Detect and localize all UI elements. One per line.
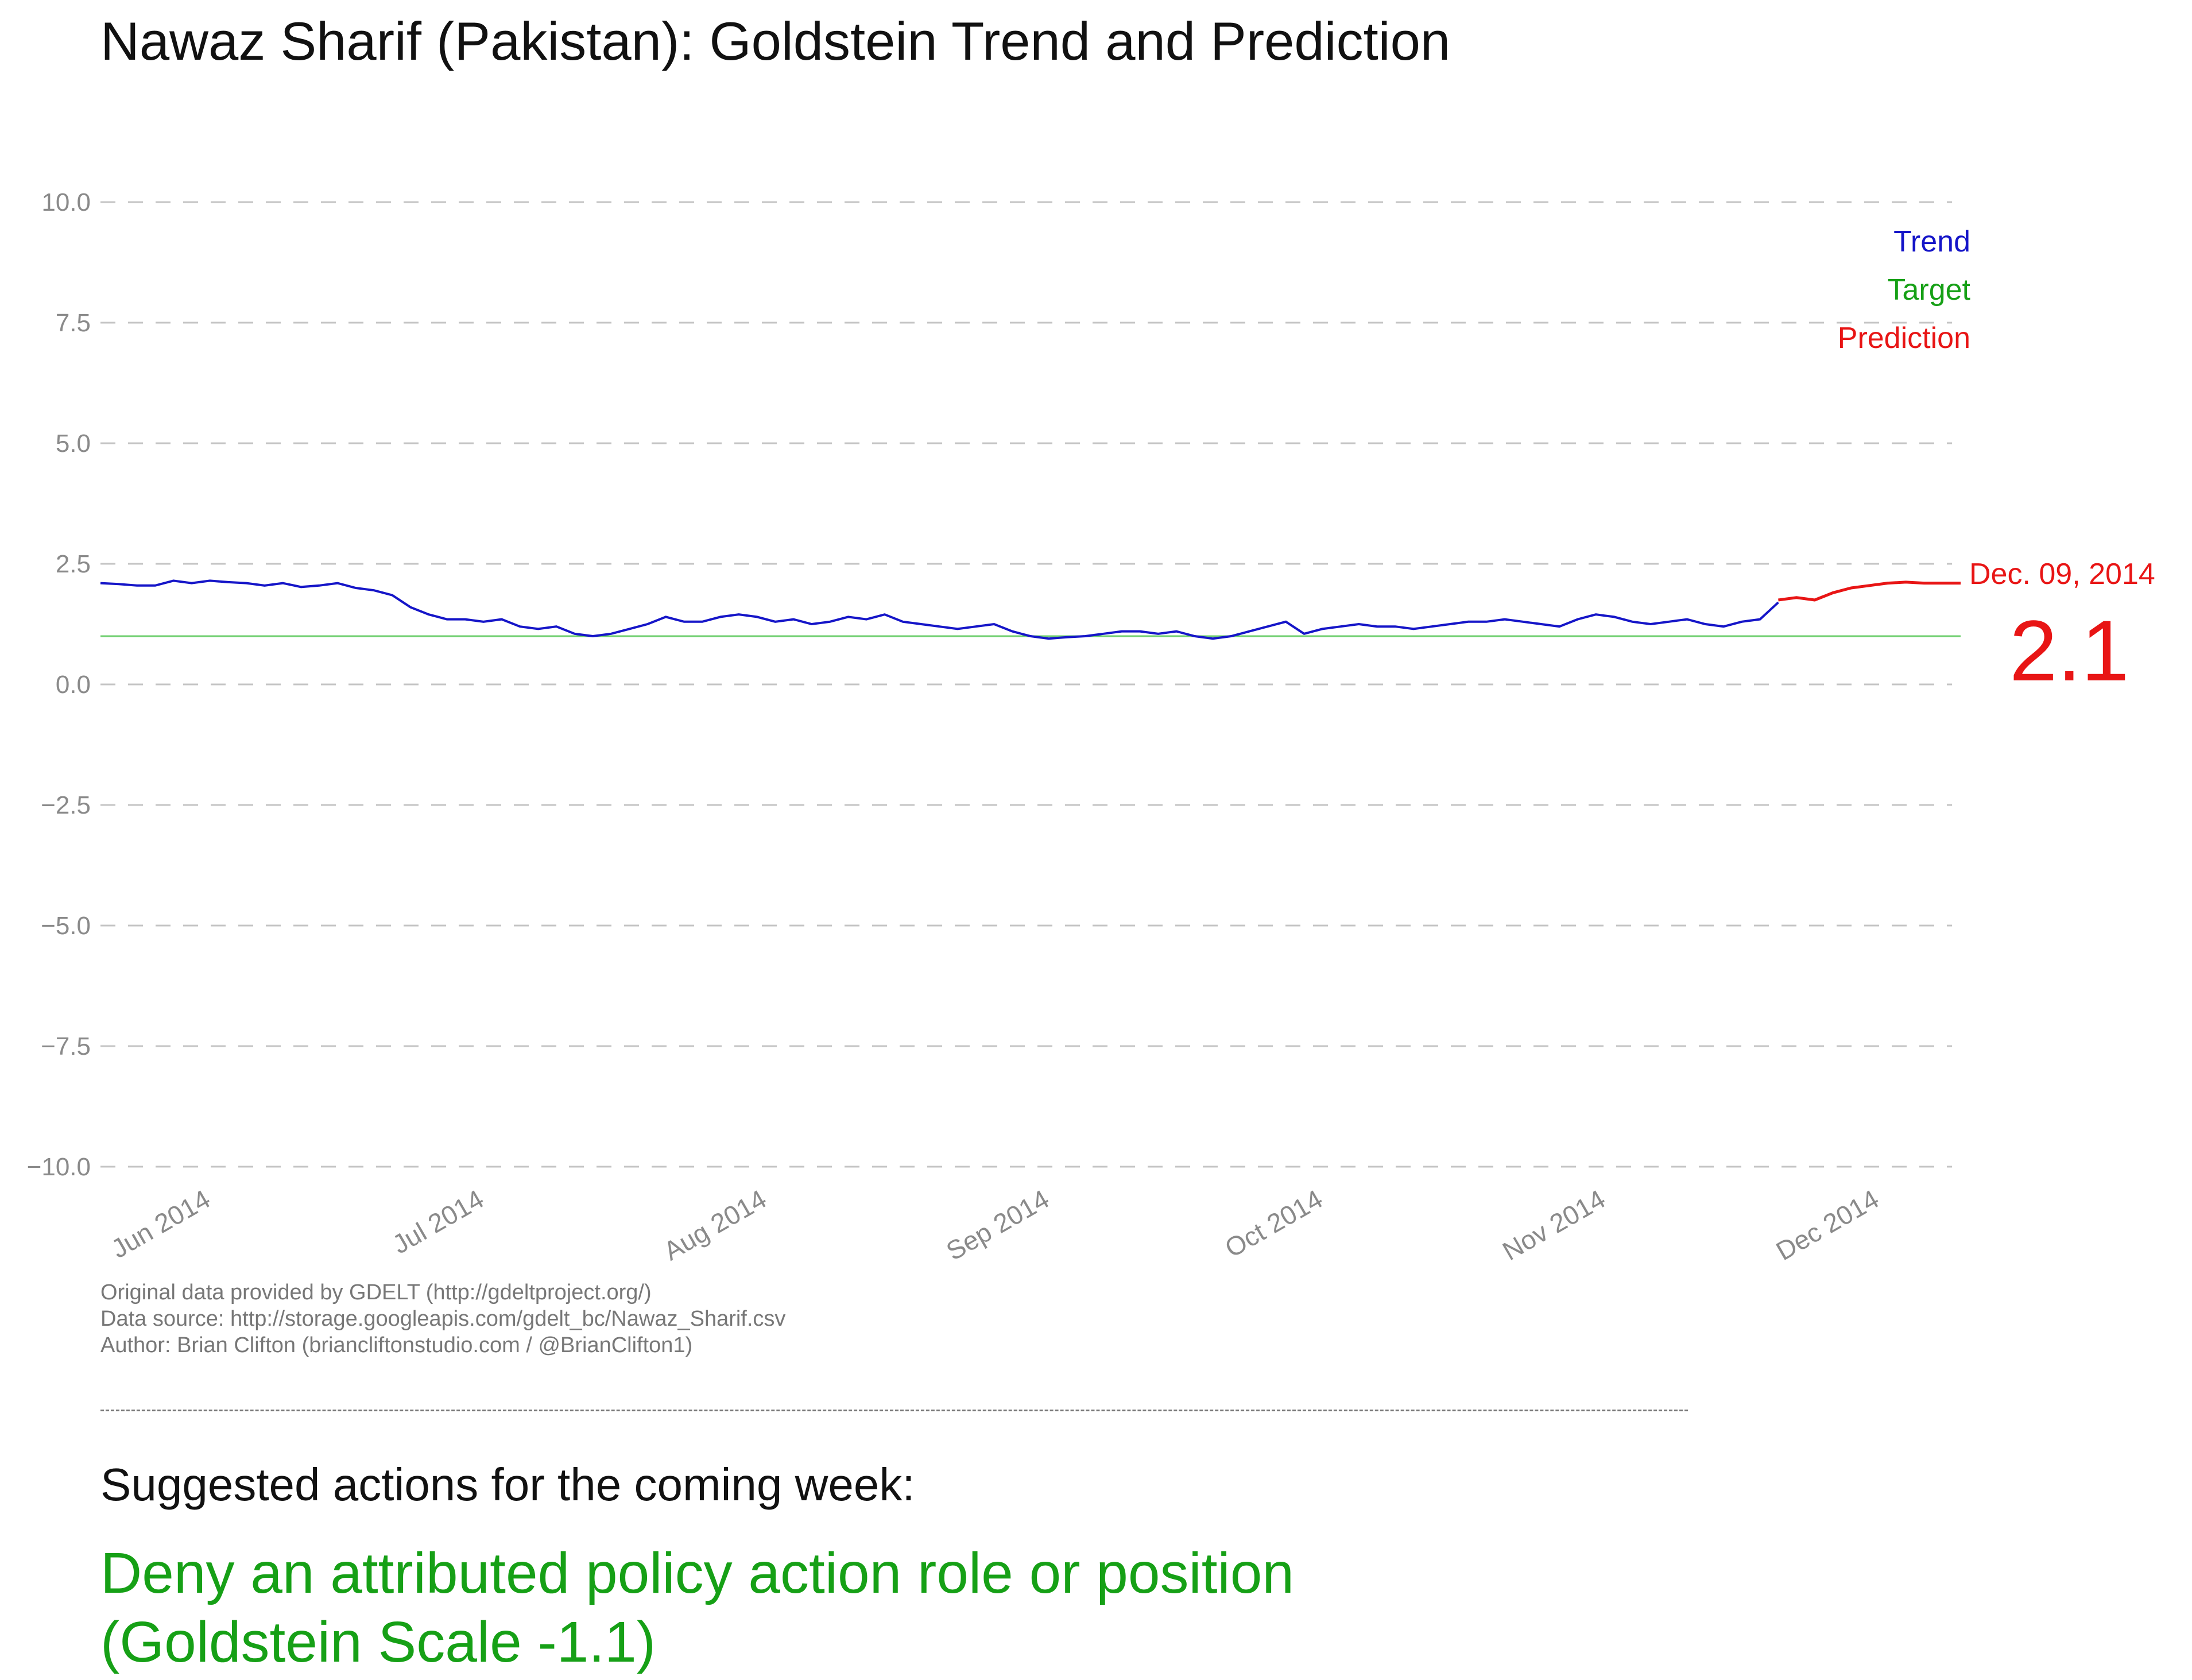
- suggested-action-line: Deny an attributed policy action role or…: [100, 1541, 1294, 1605]
- x-tick-label: Aug 2014: [659, 1184, 772, 1267]
- prediction-value-label: 2.1: [2009, 602, 2129, 699]
- credits: Original data provided by GDELT (http://…: [100, 1279, 785, 1358]
- x-tick-label: Sep 2014: [941, 1184, 1054, 1267]
- prediction-date-label: Dec. 09, 2014: [1969, 558, 2155, 591]
- y-tick-label: 10.0: [41, 188, 91, 216]
- x-tick-label: Oct 2014: [1220, 1184, 1328, 1263]
- x-tick-label: Jun 2014: [106, 1184, 215, 1264]
- y-tick-label: −7.5: [41, 1032, 91, 1060]
- y-tick-label: 5.0: [56, 429, 91, 458]
- y-axis-ticks: 10.0 7.5 5.0 2.5 0.0 −2.5 −5.0 −7.5 −10.0: [27, 188, 91, 1181]
- gridlines: [100, 201, 1952, 1168]
- legend-target: Target: [1887, 273, 1970, 307]
- legend-prediction: Prediction: [1838, 322, 1970, 355]
- y-tick-label: −5.0: [41, 912, 91, 940]
- trend-series-line: [100, 579, 1779, 640]
- suggested-actions-heading: Suggested actions for the coming week:: [100, 1459, 915, 1510]
- x-axis-ticks: Jun 2014 Jul 2014 Aug 2014 Sep 2014 Oct 2014…: [106, 1184, 1884, 1267]
- chart-title: Nawaz Sharif (Pakistan): Goldstein Trend…: [100, 11, 1451, 71]
- y-tick-label: −10.0: [27, 1153, 91, 1181]
- credit-line-author: Author: Brian Clifton (briancliftonstudi…: [100, 1333, 693, 1357]
- x-tick-label: Dec 2014: [1771, 1184, 1884, 1266]
- y-tick-label: 2.5: [56, 550, 91, 578]
- y-tick-label: 7.5: [56, 309, 91, 337]
- divider: [100, 1410, 1688, 1411]
- x-tick-label: Nov 2014: [1497, 1184, 1610, 1266]
- legend-trend: Trend: [1893, 225, 1970, 258]
- credit-line-source: Data source: http://storage.googleapis.c…: [100, 1307, 786, 1331]
- y-tick-label: 0.0: [56, 671, 91, 699]
- prediction-series-line: [1778, 580, 1961, 602]
- suggested-action: Deny an attributed policy action role or…: [100, 1539, 1294, 1677]
- credit-line-gdelt: Original data provided by GDELT (http://…: [100, 1280, 652, 1304]
- x-tick-label: Jul 2014: [388, 1184, 489, 1260]
- goldstein-chart: 10.0 7.5 5.0 2.5 0.0 −2.5 −5.0 −7.5 −10.0 Jun 20…: [27, 188, 2155, 1267]
- suggested-action-scale: (Goldstein Scale -1.1): [100, 1610, 656, 1674]
- y-tick-label: −2.5: [41, 791, 91, 819]
